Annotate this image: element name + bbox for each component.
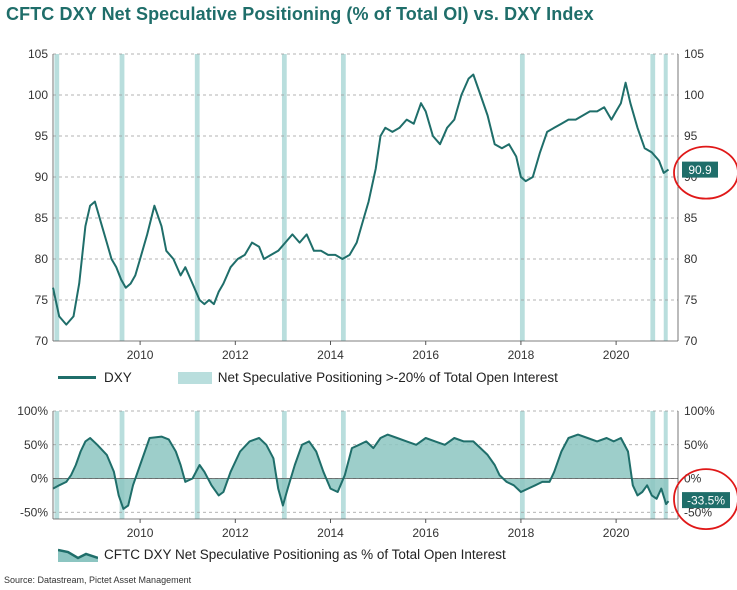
chart-title: CFTC DXY Net Speculative Positioning (% … [6, 4, 594, 24]
bottom-x-tick-label: 2012 [222, 526, 249, 540]
top-right-tick-label: 85 [684, 211, 698, 225]
bottom-band-0 [54, 411, 60, 519]
dxy-legend-swatch [58, 376, 96, 379]
positioning-legend-label: CFTC DXY Net Speculative Positioning as … [104, 546, 506, 562]
top-panel-grid [53, 53, 678, 301]
top-x-tick-label: 2016 [412, 348, 439, 362]
top-x-tick-label: 2012 [222, 348, 249, 362]
top-band-4 [340, 54, 346, 341]
top-band-5 [519, 54, 525, 341]
top-panel-axes: 7070757580808585909095951001001051052010… [28, 47, 704, 362]
positioning-area-fill [53, 434, 669, 509]
top-left-tick-label: 85 [35, 211, 49, 225]
top-band-7 [663, 54, 668, 341]
bottom-right-tick-label: 50% [684, 438, 708, 452]
top-x-tick-label: 2020 [603, 348, 630, 362]
bottom-left-tick-label: 100% [17, 404, 48, 418]
top-band-3 [281, 54, 287, 341]
top-x-tick-label: 2010 [127, 348, 154, 362]
bottom-highlight-circle [673, 468, 737, 531]
top-panel-dxy-line [52, 73, 670, 326]
bottom-band-1 [119, 411, 125, 519]
top-right-tick-label: 100 [684, 88, 704, 102]
bottom-panel-axes: -50% -50% 0% 0% 50% 50% 100% 100% 2010 2012 2014 20… [17, 404, 715, 540]
dxy-last-value-badge [682, 161, 718, 178]
bottom-band-5 [519, 411, 525, 519]
top-right-tick-label: 105 [684, 47, 704, 61]
bottom-left-tick-label: 50% [24, 438, 48, 452]
bottom-legend: CFTC DXY Net Speculative Positioning as … [58, 546, 506, 562]
top-legend: DXY Net Speculative Positioning >-20% of… [58, 370, 558, 385]
top-panel-bands [54, 54, 668, 341]
top-left-tick-label: 105 [28, 47, 48, 61]
top-left-tick-label: 75 [35, 293, 49, 307]
top-band-6 [650, 54, 656, 341]
source-note: Source: Datastream, Pictet Asset Managem… [4, 575, 192, 585]
top-highlight-circle [673, 145, 737, 200]
bottom-band-7 [663, 411, 668, 519]
positioning-legend-swatch [58, 548, 98, 562]
bottom-x-tick-label: 2018 [508, 526, 535, 540]
bottom-panel-bands [54, 411, 668, 519]
bottom-x-tick-label: 2010 [127, 526, 154, 540]
positioning-last-value-label: -33.5% [687, 494, 725, 508]
top-right-tick-label: 70 [684, 334, 698, 348]
bottom-band-3 [281, 411, 287, 519]
top-right-tick-label: 75 [684, 293, 698, 307]
top-right-tick-label: 95 [684, 129, 698, 143]
bottom-band-2 [194, 411, 200, 519]
bottom-x-tick-label: 2014 [317, 526, 344, 540]
top-left-tick-label: 70 [35, 334, 49, 348]
top-x-tick-label: 2018 [508, 348, 535, 362]
bottom-x-tick-label: 2016 [412, 526, 439, 540]
top-band-2 [194, 54, 200, 341]
bottom-band-6 [650, 411, 656, 519]
top-left-tick-label: 100 [28, 88, 48, 102]
dxy-legend-label: DXY [104, 370, 132, 385]
bottom-right-tick-label: 100% [684, 404, 715, 418]
bottom-x-tick-label: 2020 [603, 526, 630, 540]
dxy-series-line [52, 73, 670, 326]
bottom-left-tick-label: -50% [20, 505, 48, 519]
top-left-tick-label: 80 [35, 252, 49, 266]
bottom-band-4 [340, 411, 346, 519]
top-left-tick-label: 95 [35, 129, 49, 143]
top-band-0 [54, 54, 60, 341]
band-legend-swatch [177, 371, 212, 384]
top-x-tick-label: 2014 [317, 348, 344, 362]
positioning-last-value-badge [682, 492, 730, 509]
positioning-series-line [52, 433, 670, 510]
top-left-tick-label: 90 [35, 170, 49, 184]
bottom-panel-annotation: -33.5% [673, 468, 737, 531]
top-band-1 [119, 54, 125, 341]
top-right-tick-label: 80 [684, 252, 698, 266]
dxy-last-value-label: 90.9 [688, 163, 712, 177]
bottom-right-tick-label: 0% [684, 472, 702, 486]
bottom-left-tick-label: 0% [31, 472, 49, 486]
bottom-panel-positioning-area [52, 433, 678, 510]
band-legend-label: Net Speculative Positioning >-20% of Tot… [217, 370, 558, 385]
top-panel-annotation: 90.9 [673, 145, 737, 200]
bottom-right-tick-label: -50% [684, 505, 712, 519]
